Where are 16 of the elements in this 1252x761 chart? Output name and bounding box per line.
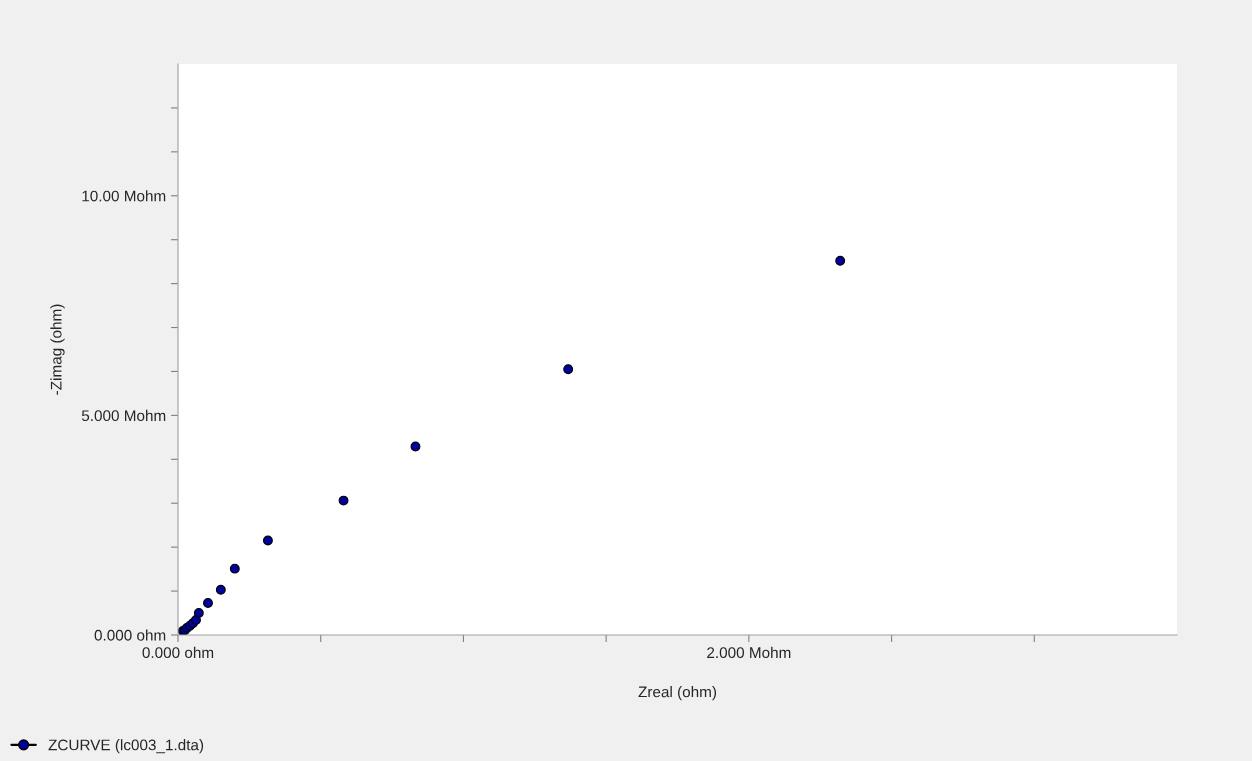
y-tick-label: 10.00 Mohm	[82, 190, 166, 202]
x-tick-label: 2.000 Mohm	[707, 646, 791, 659]
point	[338, 495, 349, 506]
x-axis-title: Zreal (ohm)	[638, 686, 717, 701]
legend-label: ZCURVE (lc003_1.dta)	[48, 739, 204, 754]
y-axis-title: -Zimag (ohm)	[50, 304, 65, 395]
point	[835, 255, 846, 266]
point	[563, 364, 574, 375]
y-tick-label: 0.000 ohm	[94, 629, 166, 641]
point	[215, 584, 226, 595]
point	[410, 441, 421, 452]
y-tick-label: 5.000 Mohm	[81, 409, 166, 422]
point	[229, 563, 240, 574]
point	[203, 597, 213, 608]
point	[262, 535, 273, 546]
point	[193, 608, 204, 618]
